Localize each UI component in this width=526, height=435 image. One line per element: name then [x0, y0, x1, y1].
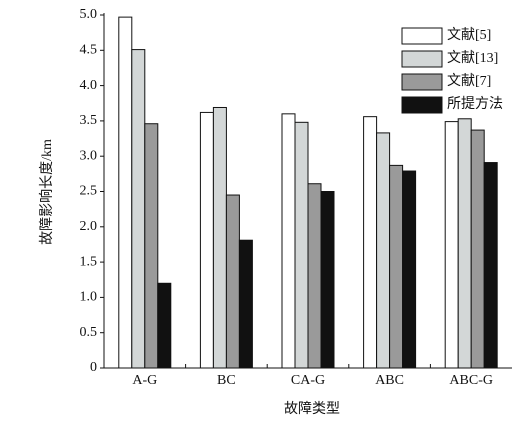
x-axis-label: 故障类型	[284, 401, 340, 417]
y-tick-label: 3.0	[80, 148, 98, 163]
bar	[157, 282, 172, 369]
legend-label: 文献[7]	[447, 73, 491, 89]
y-tick-label: 2.5	[80, 184, 98, 199]
y-tick-label: 1.5	[80, 254, 98, 269]
bar	[212, 106, 227, 369]
bar	[402, 170, 417, 369]
y-tick-label: 4.0	[80, 78, 98, 93]
y-tick-label: 1.0	[80, 290, 98, 305]
legend-swatch	[401, 96, 443, 114]
y-axis-label: 故障影响长度/km	[39, 139, 55, 245]
bar	[470, 129, 485, 369]
bar	[307, 183, 322, 369]
bar	[238, 239, 253, 369]
x-tick-label: BC	[217, 373, 236, 388]
x-tick-label: A-G	[132, 373, 157, 388]
legend-swatch	[401, 27, 443, 45]
bar	[294, 121, 309, 369]
legend-label: 文献[13]	[447, 50, 498, 66]
y-tick-label: 2.0	[80, 219, 98, 234]
bar	[118, 16, 133, 369]
bar	[225, 194, 240, 369]
x-tick-label: CA-G	[291, 373, 325, 388]
legend-label: 所提方法	[447, 96, 503, 112]
bar	[320, 191, 335, 369]
legend-swatch	[401, 50, 443, 68]
y-tick-label: 0	[90, 360, 97, 375]
y-tick-label: 5.0	[80, 7, 98, 22]
bar	[131, 49, 146, 369]
bar	[281, 113, 296, 369]
bar	[144, 123, 159, 369]
bar	[389, 164, 404, 369]
bar	[376, 132, 391, 369]
bar	[199, 111, 214, 369]
y-tick-label: 0.5	[80, 325, 98, 340]
y-tick-label: 4.5	[80, 43, 98, 58]
bar	[457, 118, 472, 369]
bar	[483, 162, 498, 369]
x-tick-label: ABC	[375, 373, 404, 388]
bar	[444, 121, 459, 369]
x-tick-label: ABC-G	[449, 373, 493, 388]
legend-swatch	[401, 73, 443, 91]
bar	[363, 116, 378, 369]
legend-label: 文献[5]	[447, 27, 491, 43]
y-tick-label: 3.5	[80, 113, 98, 128]
